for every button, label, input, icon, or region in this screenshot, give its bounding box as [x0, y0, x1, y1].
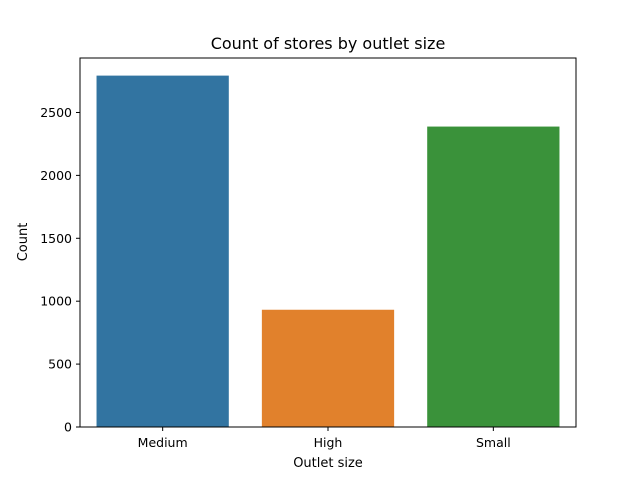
- x-axis-label: Outlet size: [293, 456, 363, 471]
- x-tick-label: High: [314, 435, 343, 450]
- x-axis-ticks: Medium High Small: [138, 427, 511, 450]
- x-tick-label: Medium: [138, 435, 188, 450]
- bar-small: [427, 126, 560, 427]
- y-axis-label: Count: [16, 223, 31, 262]
- chart-title: Count of stores by outlet size: [211, 34, 446, 53]
- x-tick-label: Small: [476, 435, 511, 450]
- y-tick-label: 0: [64, 420, 72, 435]
- y-tick-label: 1000: [40, 294, 72, 309]
- y-tick-label: 2000: [40, 168, 72, 183]
- y-tick-label: 2500: [40, 105, 72, 120]
- y-tick-label: 500: [48, 357, 72, 372]
- plot-frame: [79, 57, 577, 428]
- bar-high: [261, 309, 395, 427]
- bars-group: [96, 75, 560, 427]
- y-axis-ticks: 0 500 1000 1500 2000 2500: [40, 105, 80, 435]
- bar-medium: [96, 75, 229, 427]
- y-tick-label: 1500: [40, 231, 72, 246]
